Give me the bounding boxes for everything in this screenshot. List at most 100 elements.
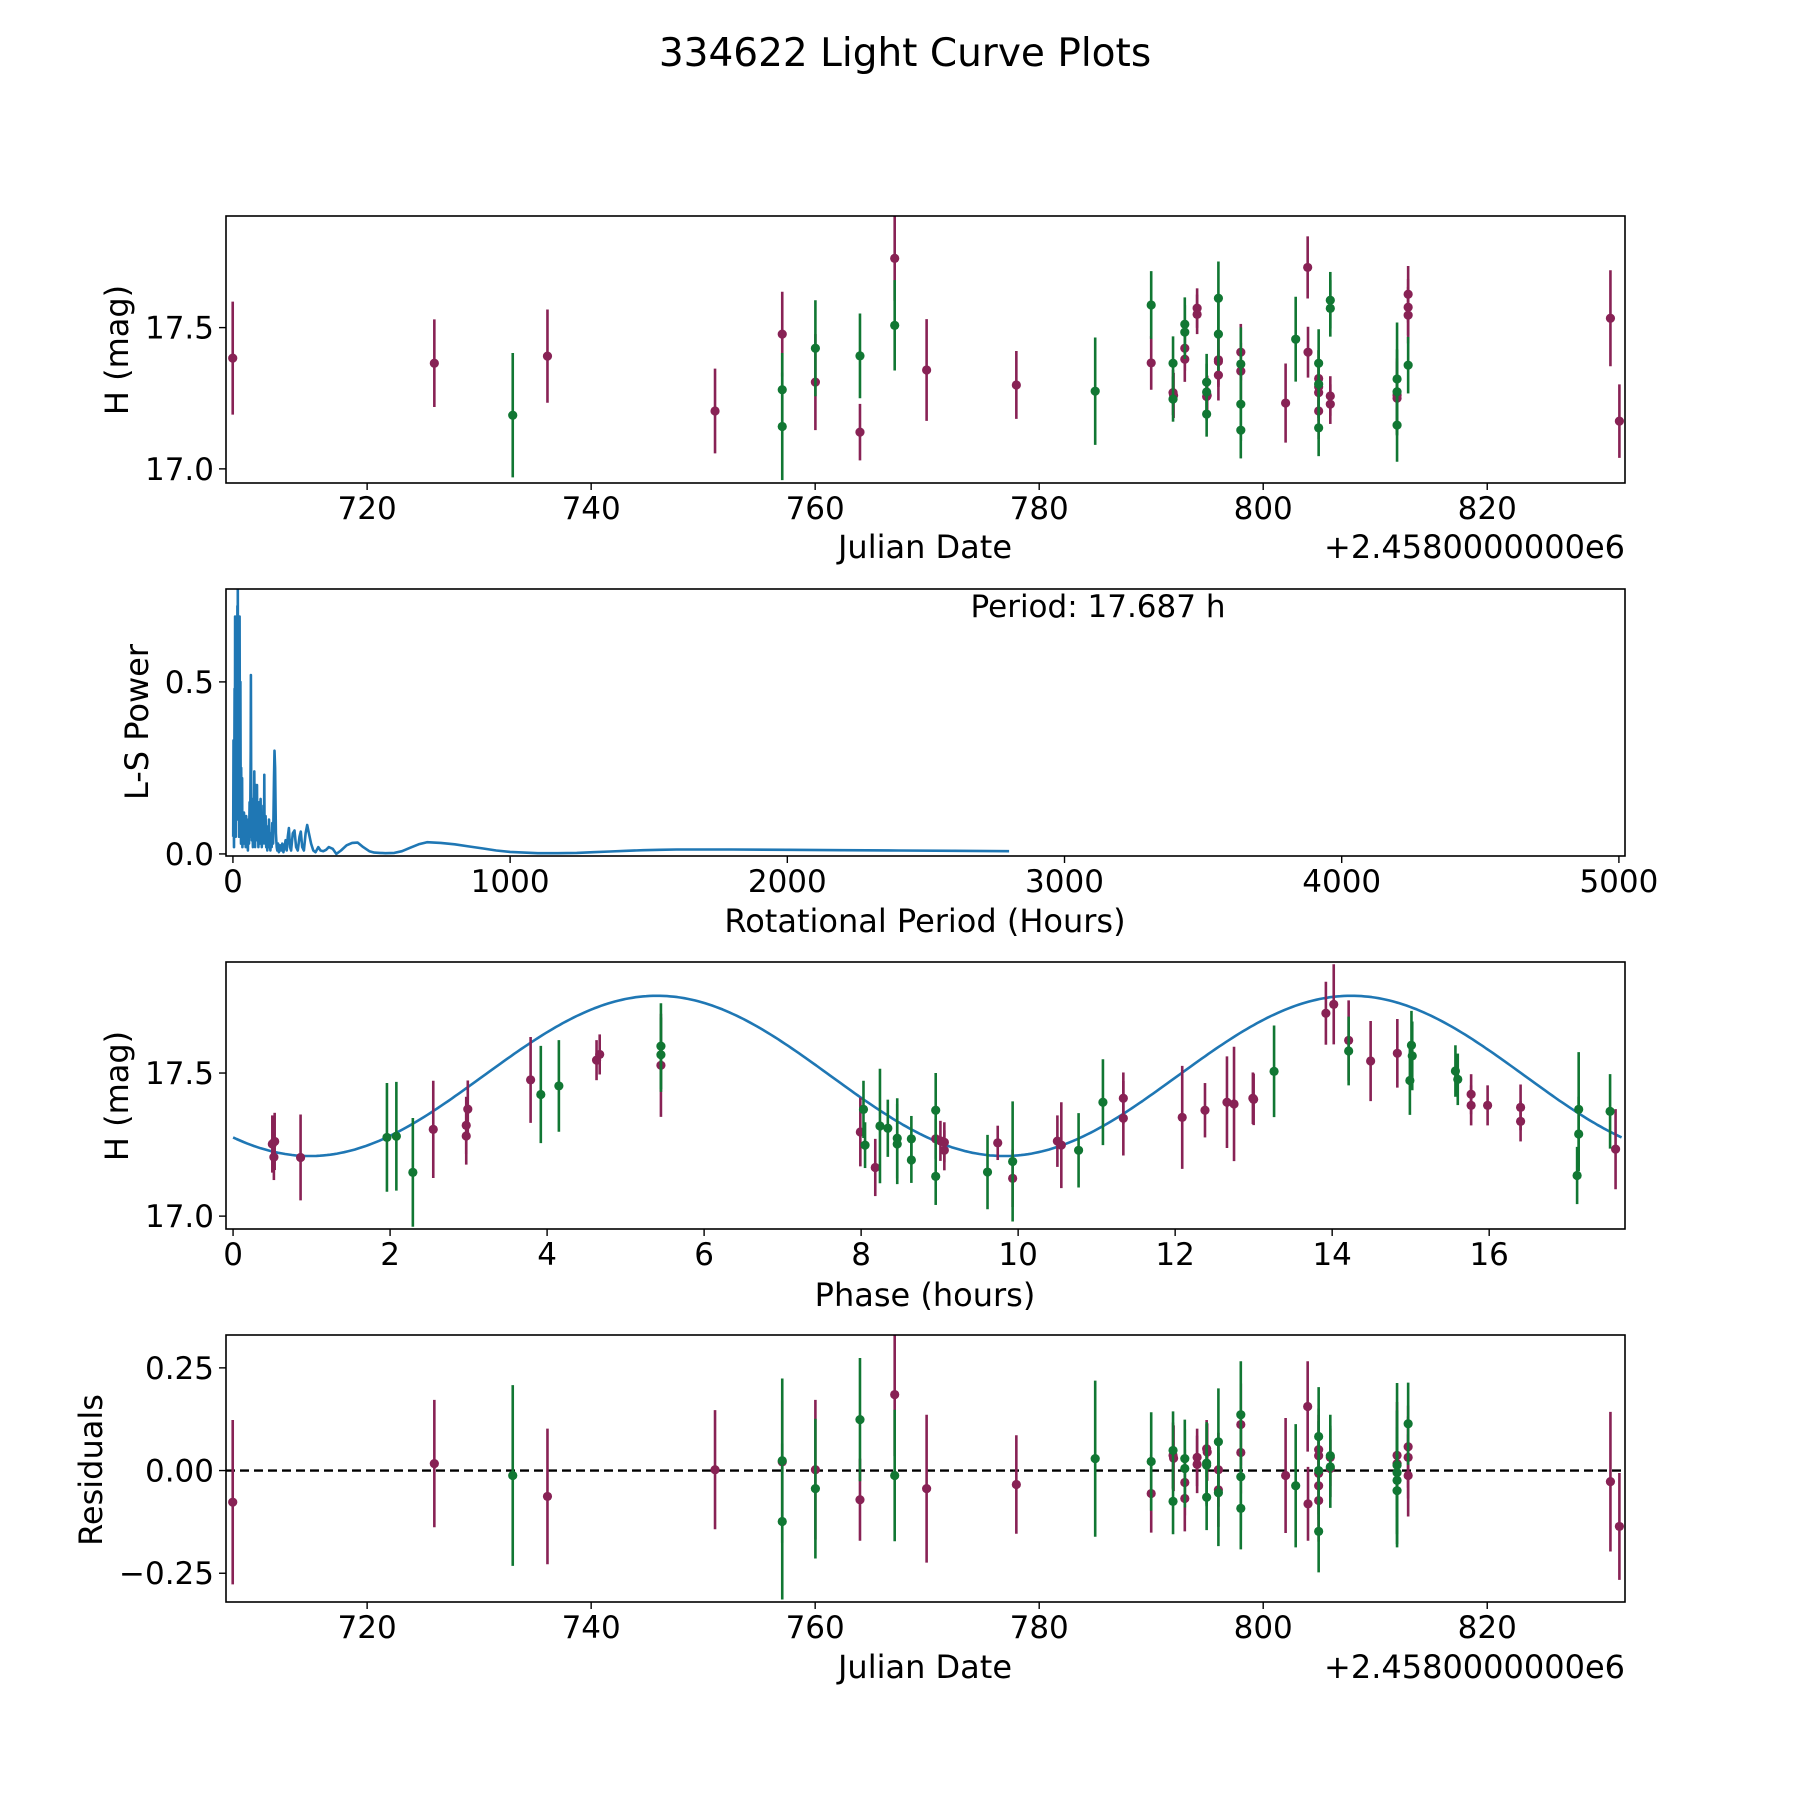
data-marker: [922, 1484, 932, 1494]
data-marker: [461, 1120, 471, 1131]
data-marker: [710, 406, 720, 416]
periodogram-x-tick-label: 5000: [1579, 864, 1658, 900]
residuals-x-tick-label: 800: [1234, 1610, 1293, 1646]
data-marker: [1213, 329, 1224, 339]
data-point-filter_b: [508, 1385, 518, 1566]
periodogram-y-tick-label: 0.0: [165, 837, 214, 873]
data-point-filter_b: [1146, 271, 1156, 339]
lightcurve-x-offset: +2.4580000000e6: [1324, 528, 1625, 566]
phase-x-tick-label: 10: [998, 1237, 1037, 1273]
data-marker: [875, 1121, 885, 1131]
data-point-filter_a: [542, 1428, 553, 1565]
data-marker: [1118, 1113, 1128, 1123]
data-marker: [1180, 354, 1190, 364]
data-point-filter_a: [542, 309, 553, 403]
data-marker: [890, 320, 900, 330]
data-point-filter_b: [1168, 376, 1178, 422]
data-marker: [858, 1104, 869, 1114]
data-point-filter_b: [1098, 1059, 1108, 1146]
data-marker: [810, 343, 820, 353]
data-marker: [1392, 1486, 1402, 1496]
data-point-filter_b: [810, 1418, 820, 1559]
data-marker: [1236, 1503, 1246, 1513]
periodogram-x-tick-label: 2000: [748, 864, 827, 900]
data-point-filter_b: [855, 1358, 865, 1482]
data-point-filter_b: [391, 1081, 401, 1191]
data-marker: [542, 1491, 553, 1502]
data-marker: [463, 1104, 473, 1114]
data-marker: [1314, 1465, 1324, 1476]
data-marker: [595, 1049, 605, 1060]
data-marker: [939, 1145, 949, 1155]
data-marker: [1202, 1492, 1212, 1502]
data-point-filter_a: [1605, 270, 1616, 367]
residuals-panel: 720 740 760 780 800 820 −0.25 0.00 0.25 Julian …: [72, 1334, 1626, 1686]
data-point-filter_a: [1303, 326, 1313, 378]
data-point-filter_b: [1236, 1467, 1246, 1550]
data-marker: [855, 427, 865, 437]
data-marker: [1213, 370, 1224, 380]
data-point-filter_b: [1453, 1053, 1463, 1106]
data-marker: [1168, 1496, 1178, 1506]
data-marker: [1090, 386, 1100, 396]
data-marker: [1008, 1156, 1018, 1167]
data-marker: [1392, 420, 1402, 430]
phase-x-tick-label: 0: [223, 1237, 243, 1273]
data-marker: [1236, 359, 1246, 369]
lightcurve-panel: 720 740 760 780 800 820 17.017.5 Julian Date …: [98, 215, 1626, 566]
data-point-filter_b: [931, 1147, 941, 1205]
data-marker: [993, 1138, 1003, 1148]
data-marker: [1303, 1499, 1313, 1509]
data-marker: [1453, 1074, 1463, 1084]
data-marker: [1269, 1066, 1279, 1076]
data-point-filter_b: [892, 1103, 902, 1185]
data-marker: [1146, 300, 1156, 310]
data-marker: [1011, 380, 1021, 390]
periodogram-axes-frame: [225, 588, 1626, 857]
data-marker: [1202, 409, 1212, 419]
data-point-filter_b: [1325, 1425, 1335, 1508]
data-point-filter_a: [228, 1420, 238, 1585]
lightcurve-y-ticks: 17.0 17.5: [145, 311, 226, 488]
data-marker: [428, 1124, 438, 1135]
data-point-filter_a: [1483, 1085, 1493, 1126]
residuals-x-tick-label: 720: [338, 1610, 397, 1646]
data-marker: [1168, 394, 1178, 404]
data-point-filter_a: [1011, 1435, 1021, 1534]
data-marker: [860, 1140, 870, 1150]
data-point-filter_b: [1392, 388, 1402, 462]
data-marker: [922, 365, 932, 375]
data-point-filter_a: [1392, 1018, 1402, 1088]
data-point-filter_a: [1118, 1081, 1128, 1156]
data-marker: [890, 253, 900, 263]
data-point-filter_a: [1303, 1466, 1313, 1541]
data-point-filter_a: [1177, 1065, 1187, 1169]
data-marker: [1403, 1470, 1413, 1481]
data-point-filter_b: [875, 1068, 885, 1184]
lightcurve-plot-area: [228, 216, 1624, 481]
data-marker: [542, 351, 553, 361]
phase-plot-area: [232, 964, 1623, 1227]
data-point-filter_b: [883, 1099, 893, 1157]
data-marker: [1281, 398, 1291, 408]
data-point-filter_b: [408, 1117, 418, 1227]
data-point-filter_a: [939, 1130, 949, 1171]
data-point-filter_b: [890, 1409, 900, 1542]
data-point-filter_b: [1403, 336, 1413, 394]
phase-y-label: H (mag): [98, 1031, 136, 1161]
phase-x-ticks: 0 2 4 6 8 10 12 14 16: [223, 1229, 1509, 1273]
data-marker: [855, 1415, 865, 1425]
data-marker: [810, 1484, 820, 1494]
data-marker: [1168, 358, 1178, 368]
data-point-filter_b: [860, 1122, 870, 1169]
data-marker: [1192, 309, 1202, 319]
lightcurve-x-tick-label: 800: [1234, 491, 1293, 527]
periodogram-x-tick-label: 1000: [471, 864, 550, 900]
best-period-annotation: Period: 17.687 h: [971, 589, 1226, 625]
residuals-x-label: Julian Date: [836, 1648, 1012, 1686]
data-marker: [1303, 262, 1313, 273]
periodogram-y-tick-label: 0.5: [165, 665, 214, 701]
phase-axes-frame: [225, 961, 1626, 1230]
data-marker: [1605, 1106, 1615, 1116]
data-marker: [1056, 1140, 1066, 1150]
